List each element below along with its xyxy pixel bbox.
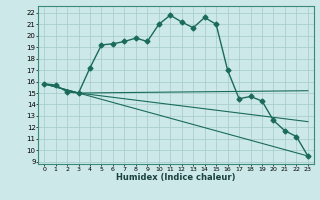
X-axis label: Humidex (Indice chaleur): Humidex (Indice chaleur) bbox=[116, 173, 236, 182]
